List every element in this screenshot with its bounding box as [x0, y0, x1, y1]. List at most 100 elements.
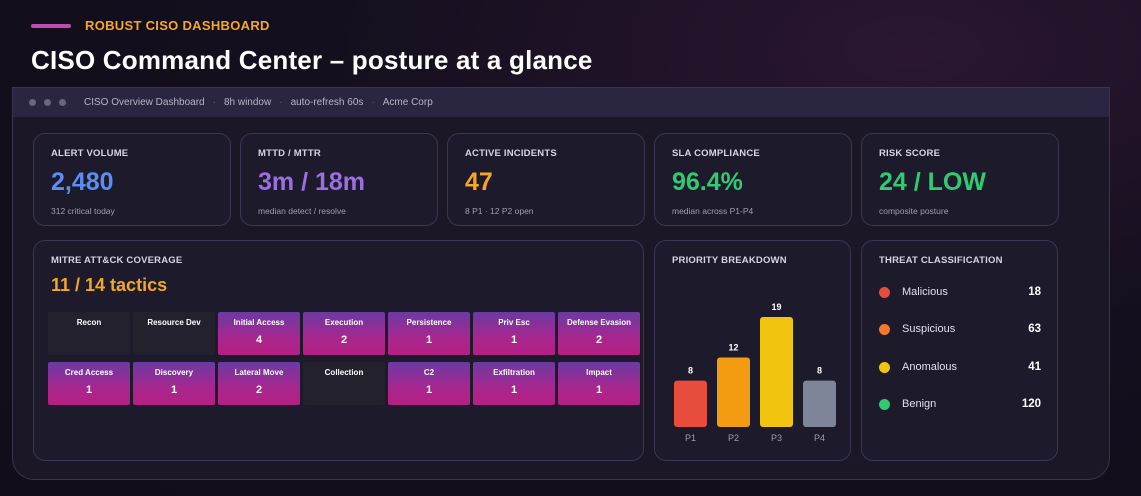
threat-row-suspicious[interactable]: Suspicious 63 [879, 323, 1041, 335]
kicker: ROBUST CISO DASHBOARD [31, 18, 593, 33]
mitre-tactic-grid: Recon Resource Dev Initial Access 4 Executio… [48, 312, 640, 405]
tactic-name: Persistence [406, 318, 452, 327]
tactic-count: 1 [425, 384, 433, 396]
kpi-subtext: median detect / resolve [258, 206, 346, 216]
kpi-value: 24 / LOW [879, 168, 986, 196]
mitre-tactic-cell[interactable]: Execution 2 [303, 312, 385, 355]
window-control-maximize[interactable] [59, 99, 66, 106]
status-dot-icon [879, 323, 890, 335]
page-header: ROBUST CISO DASHBOARD CISO Command Cente… [31, 18, 593, 76]
mitre-tactic-cell[interactable]: Priv Esc 1 [473, 312, 555, 355]
threat-count: 63 [1028, 323, 1041, 335]
tactic-name: Execution [324, 318, 364, 327]
time-window[interactable]: 8h window [223, 97, 272, 108]
kpi-card-alert-volume[interactable]: ALERT VOLUME 2,480 312 critical today [33, 133, 231, 226]
tactic-count: 4 [255, 334, 263, 346]
kpi-card-sla-compliance[interactable]: SLA COMPLIANCE 96.4% median across P1-P4 [654, 133, 852, 226]
tactic-count: 2 [595, 334, 603, 346]
kpi-label: SLA COMPLIANCE [672, 148, 760, 159]
tactic-name: Resource Dev [147, 318, 201, 327]
mitre-tactic-cell[interactable]: Recon [48, 312, 130, 355]
tactic-name: Collection [324, 368, 364, 377]
tactic-count: 1 [595, 384, 603, 396]
tactic-name: Cred Access [64, 368, 114, 377]
bar-category-label: P1 [685, 433, 696, 443]
kpi-label: ALERT VOLUME [51, 148, 129, 159]
mitre-label: MITRE ATT&CK COVERAGE [51, 255, 183, 266]
kpi-label: RISK SCORE [879, 148, 941, 159]
window-titlebar: CISO Overview Dashboard · 8h window · au… [13, 88, 1109, 117]
mitre-tactic-cell[interactable]: Discovery 1 [133, 362, 215, 405]
kpi-card-mttd-mttr[interactable]: MTTD / MTTR 3m / 18m median detect / res… [240, 133, 438, 226]
threat-label: THREAT CLASSIFICATION [879, 255, 1003, 266]
window-control-close[interactable] [29, 99, 36, 106]
mitre-tactic-cell[interactable]: C2 1 [388, 362, 470, 405]
threat-row-benign[interactable]: Benign 120 [879, 398, 1041, 410]
separator: · [371, 97, 375, 108]
kpi-value: 96.4% [672, 168, 743, 196]
threat-name: Anomalous [902, 361, 958, 373]
kpi-subtext: composite posture [879, 206, 949, 216]
status-dot-icon [879, 286, 890, 298]
threat-name: Suspicious [902, 323, 956, 335]
threat-classification-card: THREAT CLASSIFICATION Malicious 18 Suspi… [861, 240, 1058, 461]
kpi-value: 3m / 18m [258, 168, 366, 196]
kpi-subtext: 312 critical today [51, 206, 115, 216]
mitre-tactic-cell[interactable]: Cred Access 1 [48, 362, 130, 405]
bar-category-label: P3 [771, 433, 782, 443]
kicker-accent-bar [31, 23, 71, 28]
bar-category-label: P2 [728, 433, 739, 443]
mitre-tactic-cell[interactable]: Defense Evasion 2 [558, 312, 640, 355]
priority-bar-p3[interactable] [760, 317, 793, 427]
threat-count: 41 [1028, 361, 1041, 373]
kicker-text: ROBUST CISO DASHBOARD [85, 18, 270, 33]
bar-value-label: 19 [771, 302, 781, 312]
priority-label: PRIORITY BREAKDOWN [672, 255, 787, 266]
org-name: Acme Corp [382, 97, 433, 108]
priority-bar-chart: 8 P1 12 P2 19 P3 8 P4 [674, 302, 836, 443]
tactic-count: 1 [510, 384, 518, 396]
window-breadcrumb: CISO Overview Dashboard · 8h window · au… [84, 97, 433, 108]
tactic-count: 2 [340, 334, 348, 346]
threat-name: Malicious [902, 286, 948, 298]
threat-row-malicious[interactable]: Malicious 18 [879, 286, 1041, 298]
window-control-minimize[interactable] [44, 99, 51, 106]
tactic-name: Impact [586, 368, 612, 377]
kpi-label: ACTIVE INCIDENTS [465, 148, 557, 159]
mitre-tactic-cell[interactable]: Lateral Move 2 [218, 362, 300, 405]
kpi-card-active-incidents[interactable]: ACTIVE INCIDENTS 47 8 P1 · 12 P2 open [447, 133, 645, 226]
priority-bar-p2[interactable] [717, 357, 750, 427]
mitre-tactic-cell[interactable]: Impact 1 [558, 362, 640, 405]
status-dot-icon [879, 361, 890, 373]
tactic-count: 1 [85, 384, 93, 396]
tactic-name: Recon [76, 318, 102, 327]
page-title: CISO Command Center – posture at a glanc… [31, 45, 593, 75]
kpi-card-risk-score[interactable]: RISK SCORE 24 / LOW composite posture [861, 133, 1059, 226]
kpi-subtext: median across P1-P4 [672, 206, 754, 216]
bar-value-label: 8 [817, 366, 822, 376]
tactic-name: Initial Access [233, 318, 285, 327]
threat-row-anomalous[interactable]: Anomalous 41 [879, 361, 1041, 373]
tactic-name: Lateral Move [234, 368, 284, 377]
kpi-value: 2,480 [51, 168, 114, 196]
priority-bar-p4[interactable] [803, 380, 836, 427]
status-dot-icon [879, 398, 890, 410]
threat-count: 18 [1028, 286, 1041, 298]
bar-category-label: P4 [814, 433, 825, 443]
mitre-tactic-cell[interactable]: Initial Access 4 [218, 312, 300, 355]
mitre-tactic-cell[interactable]: Persistence 1 [388, 312, 470, 355]
tactic-count: 1 [425, 334, 433, 346]
dashboard-name: CISO Overview Dashboard [84, 97, 205, 108]
tactic-count: 1 [510, 334, 518, 346]
kpi-subtext: 8 P1 · 12 P2 open [465, 206, 534, 216]
tactic-name: Discovery [154, 368, 194, 377]
refresh-interval[interactable]: auto-refresh 60s [290, 97, 364, 108]
bar-value-label: 12 [728, 343, 738, 353]
mitre-tactic-cell[interactable]: Exfiltration 1 [473, 362, 555, 405]
mitre-coverage-value: 11 / 14 tactics [51, 275, 168, 295]
mitre-tactic-cell[interactable]: Collection [303, 362, 385, 405]
priority-bar-p1[interactable] [674, 380, 707, 427]
mitre-tactic-cell[interactable]: Resource Dev [133, 312, 215, 355]
threat-name: Benign [902, 398, 937, 410]
tactic-count: 1 [170, 384, 178, 396]
